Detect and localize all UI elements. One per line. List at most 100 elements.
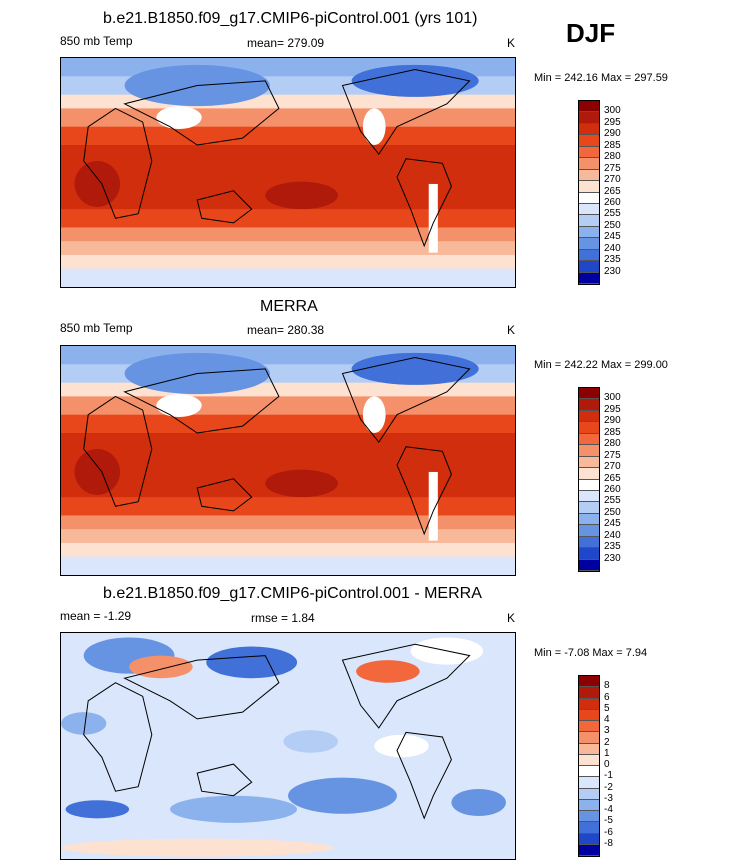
colorbar-segment bbox=[579, 754, 599, 766]
panel-3-left-label: mean = -1.29 bbox=[60, 609, 132, 623]
panel-3-units: K bbox=[507, 611, 516, 625]
colorbar-level-label: 260 bbox=[604, 196, 621, 208]
colorbar-level-label: 0 bbox=[604, 759, 610, 770]
continent-outline bbox=[396, 158, 452, 248]
colorbar-level-label: -5 bbox=[604, 815, 613, 827]
difference-region bbox=[206, 646, 298, 679]
temperature-band bbox=[61, 268, 515, 287]
warm-region bbox=[265, 181, 338, 210]
continent-outline bbox=[83, 395, 153, 507]
colorbar-segment bbox=[579, 844, 599, 856]
colorbar-segment bbox=[579, 146, 599, 159]
colorbar-segment bbox=[579, 811, 599, 823]
cold-region bbox=[351, 352, 479, 385]
colorbar-level-label: -1 bbox=[604, 770, 613, 782]
colorbar-segment bbox=[579, 433, 599, 446]
season-label: DJF bbox=[566, 18, 616, 48]
colorbar-level-label: 275 bbox=[604, 162, 621, 174]
panel-2-mean-label: mean= 280.38 bbox=[247, 323, 325, 337]
colorbar-level-label: 260 bbox=[604, 483, 621, 495]
colorbar-level-label: 250 bbox=[604, 506, 621, 518]
temperature-band bbox=[61, 556, 515, 575]
colorbar-segment bbox=[579, 502, 599, 514]
panel-3-rmse-label: rmse = 1.84 bbox=[251, 611, 315, 625]
colorbar-level-label: 235 bbox=[604, 541, 621, 553]
continent-outline bbox=[196, 190, 253, 224]
colorbar-level-label: 4 bbox=[604, 714, 610, 725]
temperature-band bbox=[61, 209, 515, 229]
colorbar-segment bbox=[579, 525, 599, 537]
colorbar-segment bbox=[579, 410, 599, 423]
panel-1-colorbar bbox=[578, 100, 600, 285]
colorbar-level-label: -6 bbox=[604, 826, 613, 838]
difference-region bbox=[61, 712, 107, 735]
temperature-band bbox=[61, 94, 515, 110]
temperature-band bbox=[61, 542, 515, 558]
temperature-band bbox=[61, 241, 515, 256]
difference-region bbox=[169, 795, 298, 823]
colorbar-level-label: 295 bbox=[604, 116, 621, 128]
colorbar-segment bbox=[579, 777, 599, 789]
continent-outline bbox=[83, 682, 153, 792]
colorbar-level-label: -2 bbox=[604, 781, 613, 793]
colorbar-level-label: 265 bbox=[604, 472, 621, 484]
colorbar-level-label: 295 bbox=[604, 403, 621, 415]
temperature-band bbox=[61, 108, 515, 128]
temperature-band bbox=[61, 497, 515, 517]
colorbar-segment bbox=[579, 799, 599, 811]
map-field bbox=[61, 633, 515, 859]
colorbar-level-label: -8 bbox=[604, 837, 613, 849]
colorbar-level-label: 270 bbox=[604, 174, 621, 186]
terrain-mask bbox=[362, 396, 386, 434]
temperature-band bbox=[61, 227, 515, 243]
warm-region bbox=[74, 161, 121, 207]
colorbar-segment bbox=[579, 135, 599, 147]
colorbar-segment bbox=[579, 123, 599, 136]
colorbar-segment bbox=[579, 709, 599, 721]
difference-region bbox=[61, 838, 334, 857]
colorbar-segment bbox=[579, 788, 599, 800]
colorbar-segment bbox=[579, 766, 599, 778]
colorbar-level-label: 6 bbox=[604, 691, 610, 703]
temperature-band bbox=[61, 396, 515, 416]
map-field bbox=[61, 58, 515, 287]
continent-outline bbox=[196, 763, 253, 797]
colorbar-segment bbox=[579, 422, 599, 434]
colorbar-segment bbox=[579, 388, 599, 400]
colorbar-level-label: 230 bbox=[604, 265, 621, 277]
colorbar-segment bbox=[579, 743, 599, 755]
terrain-mask bbox=[156, 106, 202, 129]
terrain-mask bbox=[156, 394, 202, 417]
panel-3-title: b.e21.B1850.f09_g17.CMIP6-piControl.001 … bbox=[103, 585, 482, 602]
colorbar-segment bbox=[579, 479, 599, 491]
colorbar-level-label: 1 bbox=[604, 747, 610, 759]
terrain-mask bbox=[362, 108, 386, 146]
temperature-band bbox=[61, 515, 515, 531]
panel-2-left-label: 850 mb Temp bbox=[60, 321, 133, 335]
panel-2-colorbar bbox=[578, 387, 600, 572]
difference-region bbox=[374, 734, 429, 758]
colorbar-segment bbox=[579, 445, 599, 457]
colorbar-level-label: 245 bbox=[604, 231, 621, 243]
colorbar-level-label: 280 bbox=[604, 151, 621, 163]
continent-outline bbox=[341, 356, 471, 444]
colorbar-level-label: 265 bbox=[604, 185, 621, 197]
colorbar-segment bbox=[579, 272, 599, 284]
colorbar-segment bbox=[579, 181, 599, 193]
continent-outline bbox=[123, 368, 280, 434]
panel-3-colorbar bbox=[578, 675, 600, 857]
colorbar-level-label: 245 bbox=[604, 518, 621, 530]
colorbar-segment bbox=[579, 559, 599, 571]
colorbar-level-label: 250 bbox=[604, 219, 621, 231]
difference-region bbox=[356, 660, 420, 683]
colorbar-level-label: 255 bbox=[604, 208, 621, 220]
colorbar-level-label: 275 bbox=[604, 449, 621, 461]
terrain-mask bbox=[428, 183, 438, 253]
colorbar-segment bbox=[579, 215, 599, 227]
panel-1-minmax: Min = 242.16 Max = 297.59 bbox=[534, 72, 668, 84]
colorbar-level-label: 3 bbox=[604, 725, 610, 737]
colorbar-level-label: 230 bbox=[604, 552, 621, 564]
colorbar-segment bbox=[579, 687, 599, 699]
cold-region bbox=[351, 64, 479, 97]
panel-1-left-label: 850 mb Temp bbox=[60, 34, 133, 48]
